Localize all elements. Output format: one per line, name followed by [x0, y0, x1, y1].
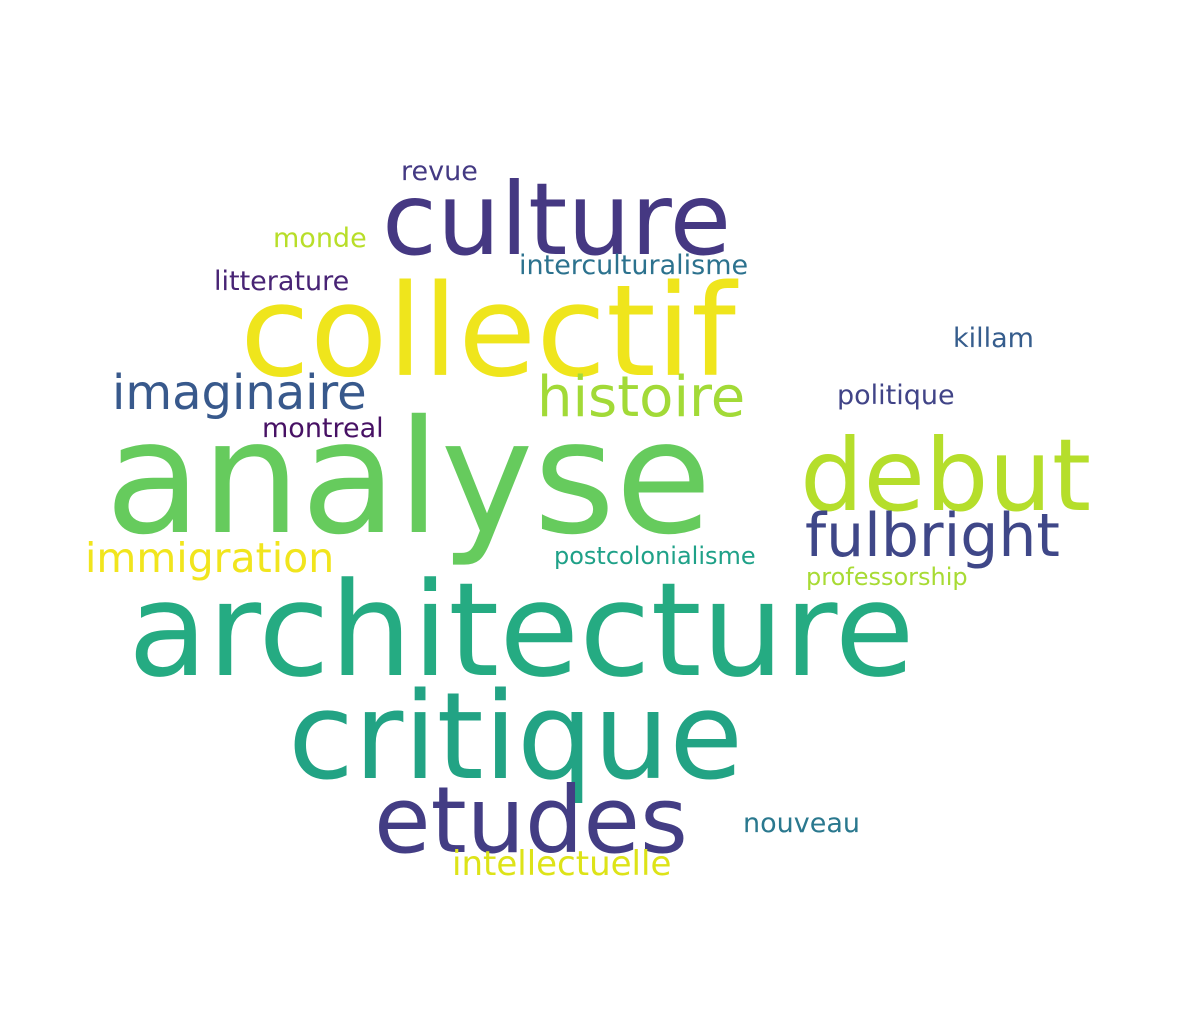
word-nouveau: nouveau: [743, 808, 860, 839]
word-collectif: collectif: [240, 257, 736, 405]
word-critique: critique: [288, 668, 744, 807]
word-postcolonialisme: postcolonialisme: [554, 542, 756, 570]
word-interculturalisme: interculturalisme: [519, 250, 749, 281]
word-imaginaire: imaginaire: [112, 365, 367, 421]
word-architecture: architecture: [128, 554, 915, 706]
word-revue: revue: [401, 156, 478, 187]
word-etudes: etudes: [374, 767, 688, 874]
word-analyse: analyse: [105, 387, 712, 570]
word-monde: monde: [273, 223, 367, 254]
word-intellectuelle: intellectuelle: [452, 844, 672, 884]
word-culture: culture: [382, 161, 732, 278]
word-killam: killam: [953, 323, 1034, 354]
word-fulbright: fulbright: [805, 501, 1060, 571]
word-immigration: immigration: [85, 534, 335, 582]
word-montreal: montreal: [262, 413, 384, 444]
word-histoire: histoire: [537, 365, 746, 430]
word-litterature: litterature: [214, 266, 350, 297]
word-debut: debut: [800, 417, 1092, 534]
word-professorship: professorship: [806, 563, 968, 591]
word-politique: politique: [837, 380, 955, 411]
